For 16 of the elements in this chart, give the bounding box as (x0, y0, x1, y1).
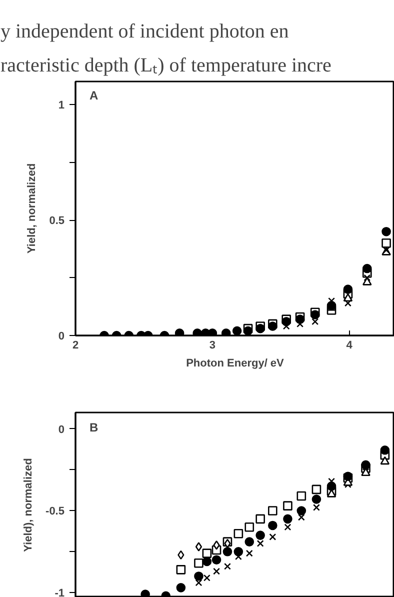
x-tick-label: 3 (209, 340, 216, 352)
y-axis-title: Yield, normalized (26, 163, 38, 254)
x-tick-label: 2 (72, 340, 79, 352)
y-tick-label: 0 (58, 424, 65, 436)
y-tick-label: -1 (54, 588, 64, 597)
y-tick-label: -0.5 (46, 506, 65, 518)
y-tick-label: 1 (58, 100, 65, 112)
text: racteristic depth (Lₜ) of temperature incre (0, 54, 332, 76)
annotation: A (90, 88, 98, 102)
y-tick-label: 0 (58, 330, 65, 342)
x-axis-title: Photon Energy/ eV (186, 358, 285, 370)
y-axis-title: Yield), normalized (22, 458, 35, 552)
y-tick-label: 0.5 (49, 215, 65, 228)
x-tick-label: 4 (346, 340, 354, 352)
text: y independent of incident photon en (0, 20, 289, 42)
annotation: B (90, 420, 98, 434)
